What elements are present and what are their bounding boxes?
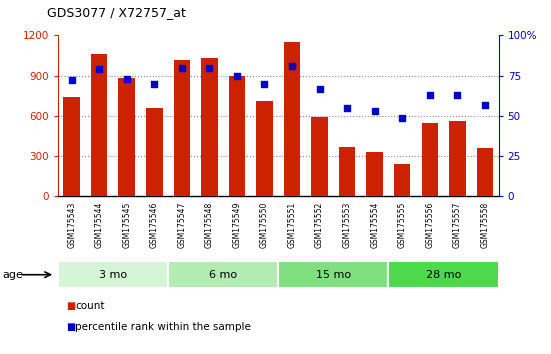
Text: GSM175549: GSM175549 [233,201,241,248]
Text: percentile rank within the sample: percentile rank within the sample [75,322,251,332]
Point [398,115,407,120]
Text: GSM175543: GSM175543 [67,201,76,248]
Text: ■: ■ [66,322,75,332]
Text: GSM175547: GSM175547 [177,201,186,248]
Text: GSM175548: GSM175548 [205,201,214,247]
Point [122,76,131,82]
Bar [477,148,493,196]
Point [177,65,186,70]
Text: 3 mo: 3 mo [99,270,127,280]
Text: 6 mo: 6 mo [209,270,237,280]
Bar [422,122,438,196]
Bar [91,54,107,196]
Text: GSM175554: GSM175554 [370,201,379,248]
Point [315,86,324,91]
Point [205,65,214,70]
Point [480,102,489,108]
Text: ■: ■ [66,301,75,311]
Point [150,81,159,87]
Text: age: age [3,270,24,280]
Text: GSM175555: GSM175555 [398,201,407,248]
FancyBboxPatch shape [388,262,499,288]
Bar [201,58,218,196]
Bar [63,97,80,196]
Point [95,67,104,72]
Point [233,73,241,79]
Bar [174,59,190,196]
FancyBboxPatch shape [278,262,388,288]
Point [288,63,296,69]
Text: GSM175544: GSM175544 [95,201,104,248]
Bar [118,78,135,196]
Text: GSM175558: GSM175558 [480,201,489,247]
Bar [229,76,245,196]
Bar [366,152,383,196]
Text: GSM175553: GSM175553 [343,201,352,248]
Point [453,92,462,98]
Text: GSM175552: GSM175552 [315,201,324,247]
Text: count: count [75,301,105,311]
Text: 15 mo: 15 mo [316,270,351,280]
Text: GSM175556: GSM175556 [425,201,434,248]
Text: GSM175551: GSM175551 [288,201,296,247]
Text: GSM175546: GSM175546 [150,201,159,248]
Bar [449,121,466,196]
Point [425,92,434,98]
Point [260,81,269,87]
Text: GSM175545: GSM175545 [122,201,131,248]
FancyBboxPatch shape [58,262,168,288]
Bar [311,117,328,196]
Bar [256,101,273,196]
Text: GSM175550: GSM175550 [260,201,269,248]
Point [67,78,76,83]
Point [343,105,352,111]
Text: 28 mo: 28 mo [426,270,461,280]
FancyBboxPatch shape [168,262,278,288]
Bar [284,42,300,196]
Bar [146,108,163,196]
Point [370,108,379,114]
Bar [394,164,410,196]
Text: GDS3077 / X72757_at: GDS3077 / X72757_at [47,6,186,19]
Bar [339,147,355,196]
Text: GSM175557: GSM175557 [453,201,462,248]
